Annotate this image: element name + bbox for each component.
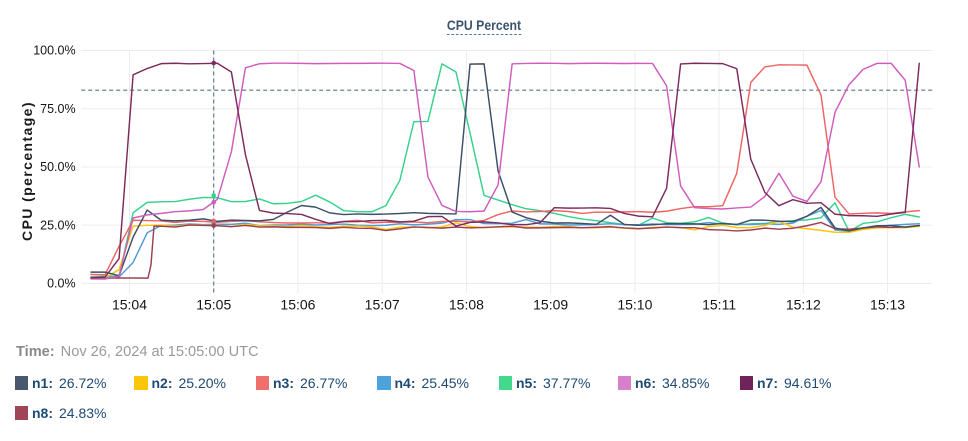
svg-text:15:11: 15:11: [702, 296, 736, 312]
svg-text:15:10: 15:10: [617, 296, 652, 312]
svg-text:15:09: 15:09: [533, 296, 568, 312]
svg-text:15:12: 15:12: [786, 296, 821, 312]
svg-text:25.0%: 25.0%: [40, 218, 75, 232]
svg-text:15:06: 15:06: [280, 296, 315, 312]
svg-text:50.0%: 50.0%: [40, 160, 75, 174]
svg-text:15:08: 15:08: [449, 296, 484, 312]
svg-text:75.0%: 75.0%: [40, 102, 75, 116]
svg-text:15:05: 15:05: [196, 296, 231, 312]
svg-text:15:04: 15:04: [112, 296, 147, 312]
svg-text:15:13: 15:13: [870, 296, 905, 312]
svg-text:0.0%: 0.0%: [47, 277, 76, 291]
svg-text:15:07: 15:07: [365, 296, 400, 312]
svg-text:CPU (percentage): CPU (percentage): [19, 101, 35, 241]
svg-text:100.0%: 100.0%: [33, 44, 75, 58]
